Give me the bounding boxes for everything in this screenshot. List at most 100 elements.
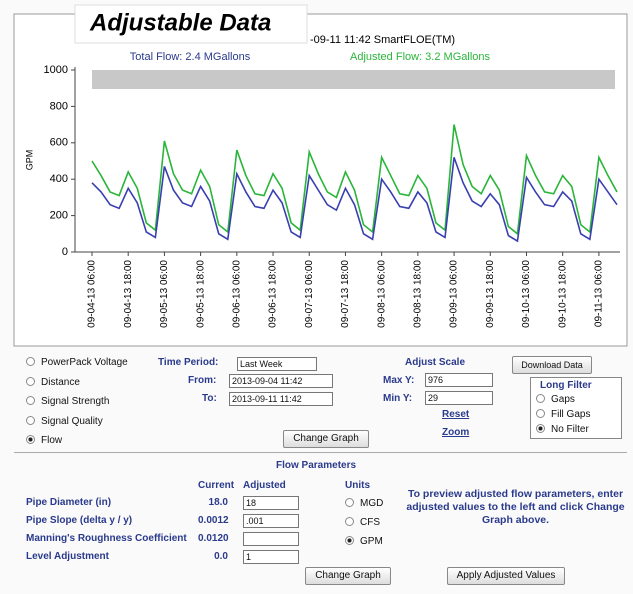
- radio-label: CFS: [360, 517, 380, 528]
- radio[interactable]: [345, 536, 354, 545]
- radio-label: GPM: [360, 536, 383, 547]
- note: To preview adjusted flow parameters, ent…: [406, 488, 625, 526]
- radio[interactable]: [345, 517, 354, 526]
- radio-option[interactable]: Fill Gaps: [536, 409, 590, 420]
- radio[interactable]: [345, 498, 354, 507]
- y-tick-label: 600: [50, 137, 68, 149]
- section-title: Flow Parameters: [276, 460, 357, 471]
- label: Long Filter: [540, 380, 592, 391]
- radio[interactable]: [26, 435, 35, 444]
- current-value: 18.0: [208, 497, 228, 508]
- radio-label: Flow: [41, 435, 63, 446]
- header: Units: [345, 480, 370, 491]
- current-value: 0.0: [214, 551, 228, 562]
- button[interactable]: Change Graph: [305, 567, 391, 585]
- x-tick-label: 09-07-13 18:00: [340, 260, 351, 328]
- label: Min Y:: [383, 393, 413, 404]
- overlay-title: Adjustable Data: [89, 9, 271, 36]
- radio[interactable]: [26, 415, 35, 425]
- button[interactable]: Download Data: [512, 356, 592, 374]
- filter-box: [530, 377, 622, 439]
- row-label: Pipe Diameter (in): [26, 497, 112, 508]
- subtitle: Total Flow: 2.4 MGallons: [130, 51, 251, 63]
- button[interactable]: Change Graph: [283, 430, 369, 448]
- radio[interactable]: [536, 424, 545, 433]
- x-tick-label: 09-05-13 06:00: [159, 260, 170, 328]
- select[interactable]: Last Week: [237, 357, 317, 371]
- label: From:: [188, 375, 217, 386]
- radio-option[interactable]: PowerPack Voltage: [26, 357, 128, 368]
- radio[interactable]: [26, 376, 35, 386]
- input[interactable]: 18: [243, 496, 299, 510]
- radio-label: No Filter: [551, 424, 589, 435]
- input[interactable]: .001: [243, 514, 299, 528]
- series-line: [91, 157, 618, 243]
- row-label: Pipe Slope (delta y / y): [26, 515, 133, 526]
- x-tick-label: 09-05-13 18:00: [195, 260, 206, 328]
- radio-label: Signal Quality: [41, 415, 103, 427]
- chart-frame: [13, 13, 628, 347]
- label: Adjust Scale: [405, 357, 466, 368]
- label: Max Y:: [383, 375, 415, 386]
- input[interactable]: 1: [243, 550, 299, 564]
- link[interactable]: Zoom: [442, 427, 470, 438]
- radio-option[interactable]: GPM: [345, 536, 383, 547]
- series-line: [91, 124, 618, 236]
- header: Adjusted: [243, 480, 286, 491]
- y-tick-label: 800: [50, 100, 68, 112]
- header: Current: [198, 480, 235, 491]
- gap-band: [92, 70, 615, 89]
- y-tick-label: 1000: [44, 64, 68, 76]
- input[interactable]: 2013-09-04 11:42: [229, 374, 333, 388]
- current-value: 0.0012: [198, 515, 229, 526]
- radio-label: PowerPack Voltage: [41, 357, 128, 368]
- radio-option[interactable]: Distance: [26, 376, 80, 388]
- radio-option[interactable]: MGD: [345, 498, 383, 509]
- radio[interactable]: [536, 409, 545, 418]
- row-label: Manning's Roughness Coefficient: [26, 533, 187, 544]
- x-tick-label: 09-04-13 18:00: [123, 260, 134, 328]
- x-tick-label: 09-08-13 18:00: [413, 260, 424, 328]
- radio-option[interactable]: CFS: [345, 517, 380, 528]
- radio-option[interactable]: Gaps: [536, 394, 575, 405]
- y-tick-label: 400: [50, 173, 68, 185]
- x-tick-label: 09-08-13 06:00: [376, 260, 387, 328]
- radio[interactable]: [26, 396, 35, 405]
- radio-option[interactable]: Signal Quality: [26, 415, 103, 427]
- x-tick-label: 09-10-13 18:00: [557, 260, 568, 328]
- radio[interactable]: [536, 394, 545, 403]
- input[interactable]: 976: [425, 373, 493, 387]
- y-axis-label: GPM: [24, 150, 34, 171]
- link[interactable]: Reset: [442, 409, 470, 420]
- input[interactable]: 29: [425, 391, 493, 405]
- radio-label: Gaps: [551, 394, 575, 405]
- y-tick-label: 200: [50, 210, 68, 222]
- button[interactable]: Apply Adjusted Values: [447, 567, 565, 585]
- input[interactable]: [243, 532, 299, 546]
- radio-option[interactable]: No Filter: [536, 424, 589, 435]
- x-tick-label: 09-11-13 06:00: [594, 260, 605, 328]
- x-tick-label: 09-10-13 06:00: [521, 260, 532, 328]
- radio-option[interactable]: Flow: [26, 435, 62, 446]
- divider: [14, 452, 627, 453]
- radio-label: Signal Strength: [41, 396, 110, 407]
- y-tick-label: 0: [62, 246, 68, 258]
- x-tick-label: 09-06-13 06:00: [231, 260, 242, 328]
- row-label: Level Adjustment: [26, 551, 109, 562]
- chart-title: -09-11 11:42 SmartFLOE(TM): [310, 34, 455, 46]
- x-tick-label: 09-09-13 06:00: [449, 260, 460, 328]
- x-tick-label: 09-07-13 06:00: [304, 260, 315, 328]
- x-tick-label: 09-06-13 18:00: [268, 260, 279, 328]
- x-tick-label: 09-09-13 18:00: [485, 260, 496, 328]
- radio-option[interactable]: Signal Strength: [26, 396, 109, 407]
- x-tick-label: 09-04-13 06:00: [87, 260, 98, 328]
- input[interactable]: 2013-09-11 11:42: [229, 392, 333, 406]
- label: To:: [202, 393, 217, 404]
- radio-label: Distance: [41, 376, 80, 388]
- radio-label: Fill Gaps: [551, 409, 591, 420]
- subtitle: Adjusted Flow: 3.2 MGallons: [350, 51, 491, 63]
- radio[interactable]: [26, 357, 35, 366]
- radio-label: MGD: [360, 498, 384, 509]
- chart: Adjustable Data -09-11 11:42 SmartFLOE(T…: [13, 4, 628, 347]
